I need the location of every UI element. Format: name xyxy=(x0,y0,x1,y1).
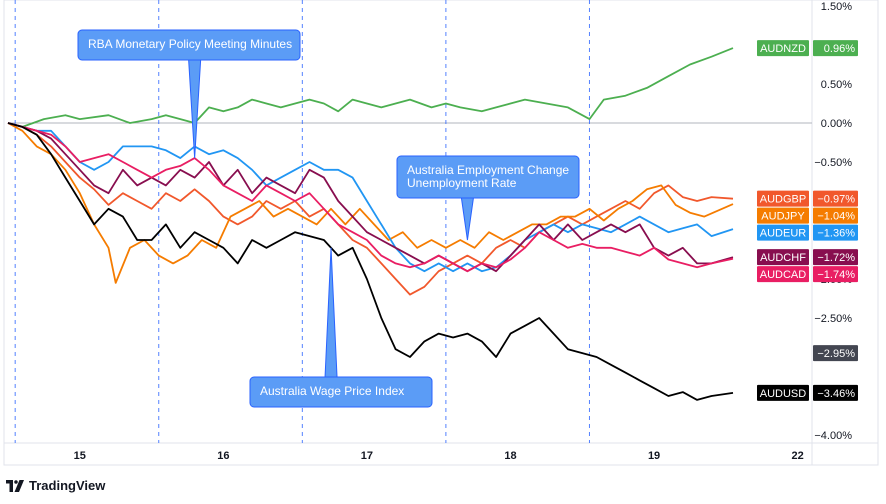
callout-box[interactable] xyxy=(249,376,433,408)
chart-frame xyxy=(3,0,879,466)
series-line-audusd[interactable] xyxy=(7,122,734,401)
x-tick-label: 15 xyxy=(74,450,86,462)
series-value-audchf: −1.72% xyxy=(817,252,855,264)
series-value-badge xyxy=(813,249,858,266)
callout-text: Unemployment Rate xyxy=(407,176,517,190)
tradingview-brand[interactable]: TradingView xyxy=(6,478,105,493)
series-name-audusd: AUDUSD xyxy=(760,388,807,400)
series-value-badge xyxy=(813,384,858,401)
series-line-audcad[interactable] xyxy=(7,122,734,273)
series-name-audjpy: AUDJPY xyxy=(761,211,805,223)
series-name-audchf: AUDCHF xyxy=(760,252,806,264)
x-tick-label: 16 xyxy=(217,450,229,462)
x-tick-label: 18 xyxy=(504,450,516,462)
callout-pointer xyxy=(324,247,338,378)
series-value-audusd: −3.46% xyxy=(817,388,855,400)
callout-box[interactable] xyxy=(396,155,580,199)
series-name-badge[interactable] xyxy=(757,249,809,266)
x-tick-label: 19 xyxy=(648,450,660,462)
series-name-badge[interactable] xyxy=(757,40,809,57)
series-value-audjpy: −1.04% xyxy=(817,211,855,223)
series-name-badge[interactable] xyxy=(757,224,809,241)
extra-price-label: −2.95% xyxy=(817,348,855,360)
callout-text: Australia Wage Price Index xyxy=(260,384,404,398)
series-name-audnzd: AUDNZD xyxy=(760,43,806,55)
callout-pointer xyxy=(460,197,475,241)
series-name-badge[interactable] xyxy=(757,384,809,401)
series-line-audchf[interactable] xyxy=(7,122,734,273)
callout-text: Australia Employment Change xyxy=(407,163,569,177)
series-value-audgbp: −0.97% xyxy=(817,194,855,206)
series-value-badge xyxy=(813,190,858,207)
series-value-audcad: −1.74% xyxy=(817,269,855,281)
y-tick-label: −2.50% xyxy=(814,313,852,325)
series-name-badge[interactable] xyxy=(757,190,809,207)
series-value-badge xyxy=(813,40,858,57)
x-tick-label: 22 xyxy=(792,450,804,462)
y-tick-label: 0.50% xyxy=(821,79,852,91)
series-value-badge xyxy=(813,224,858,241)
series-name-audcad: AUDCAD xyxy=(760,269,807,281)
series-line-audeur[interactable] xyxy=(7,122,734,273)
x-tick-label: 17 xyxy=(361,450,373,462)
tradingview-logo-icon xyxy=(6,479,24,492)
extra-price-badge xyxy=(813,345,858,362)
series-name-audgbp: AUDGBP xyxy=(760,194,806,206)
y-tick-label: −4.00% xyxy=(814,430,852,442)
brand-name: TradingView xyxy=(29,478,106,493)
y-tick-label: 1.50% xyxy=(821,1,852,13)
series-name-audeur: AUDEUR xyxy=(760,228,807,240)
series-value-badge xyxy=(813,207,858,224)
series-name-badge[interactable] xyxy=(757,207,809,224)
callout-text: RBA Monetary Policy Meeting Minutes xyxy=(88,37,292,51)
y-tick-label: −0.50% xyxy=(814,157,852,169)
series-line-audnzd[interactable] xyxy=(7,47,734,128)
y-tick-label: 0.00% xyxy=(821,118,852,130)
series-name-badge[interactable] xyxy=(757,266,809,283)
series-value-audeur: −1.36% xyxy=(817,228,855,240)
callout-box[interactable] xyxy=(77,29,301,61)
series-value-audnzd: 0.96% xyxy=(824,43,855,55)
series-value-badge xyxy=(813,266,858,283)
series-line-audjpy[interactable] xyxy=(7,122,734,284)
callout-pointer xyxy=(188,59,202,159)
series-line-audgbp[interactable] xyxy=(7,122,734,296)
